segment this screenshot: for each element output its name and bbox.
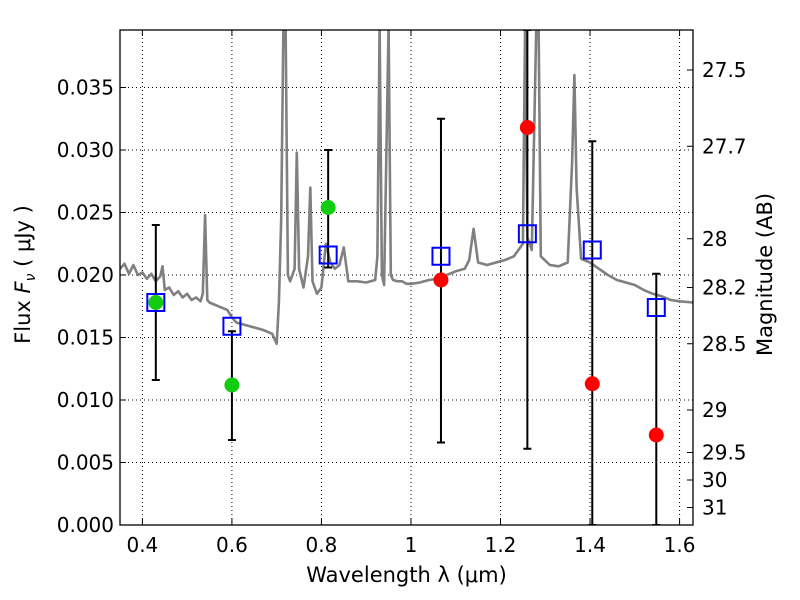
axes-frame <box>119 29 694 526</box>
square-marker <box>318 245 338 265</box>
y2-tick-label: 27.7 <box>702 134 747 158</box>
y-tick-label: 0.000 <box>57 513 114 537</box>
error-bar <box>652 272 661 525</box>
x-tick-label: 1.4 <box>574 533 606 557</box>
circle-marker <box>648 427 664 443</box>
circle-marker <box>519 120 535 135</box>
x-tick-label: 0.4 <box>126 533 158 557</box>
circle-marker <box>148 295 164 310</box>
y-tick-label: 0.010 <box>57 388 114 412</box>
y-tick-label: 0.025 <box>57 201 114 225</box>
spectrum-line <box>120 30 693 346</box>
y-axis-label-symbol: F <box>11 281 35 294</box>
y2-tick-label: 28.2 <box>702 276 747 300</box>
y2-tick-label: 31 <box>702 496 727 520</box>
y-tick-label: 0.030 <box>57 138 114 162</box>
circle-marker <box>584 376 600 392</box>
x-tick-label: 1 <box>405 533 418 557</box>
y-tick-label: 0.005 <box>57 451 114 475</box>
y-axis-label-subscript: ν <box>23 273 39 281</box>
ticks: 0.4 0.6 0.8 1 1.2 1.4 1.6 0.000 0.005 0.010 0.015 0… <box>57 30 747 557</box>
plot-frame <box>119 29 694 526</box>
x-tick-label: 1.2 <box>485 533 517 557</box>
y2-tick-label: 29.5 <box>702 441 747 465</box>
grid <box>120 30 693 526</box>
y-tick-label: 0.015 <box>57 326 114 350</box>
y-tick-label: 0.020 <box>57 263 114 287</box>
y2-tick-label: 30 <box>702 468 727 492</box>
y2-tick-label: 28.5 <box>702 332 747 356</box>
square-marker <box>146 293 166 312</box>
square-marker <box>431 246 451 266</box>
y-axis-label: Flux Fν ( μJy ) <box>11 205 39 344</box>
y-axis-label-unit: ( μJy ) <box>11 205 35 273</box>
square-marker <box>646 298 666 317</box>
x-tick-label: 0.6 <box>216 533 248 557</box>
y2-tick-label: 28 <box>702 227 727 251</box>
square-marker <box>582 240 602 260</box>
x-tick-label: 1.6 <box>664 533 696 557</box>
secondary-y-axis-label: Magnitude (AB) <box>753 193 777 356</box>
y-tick-label: 0.035 <box>57 76 114 100</box>
square-marker <box>222 316 242 336</box>
plot-area <box>120 30 693 525</box>
y2-tick-label: 27.5 <box>702 58 747 82</box>
square-marker <box>517 224 537 244</box>
error-bar <box>588 140 597 525</box>
circle-marker <box>433 272 449 288</box>
x-tick-label: 0.8 <box>306 533 338 557</box>
x-axis-label: Wavelength λ (μm) <box>306 563 507 587</box>
error-bar <box>523 30 532 450</box>
circle-marker <box>224 377 240 393</box>
y-axis-label-lead: Flux <box>11 294 35 344</box>
circle-marker <box>320 200 336 215</box>
y2-tick-label: 29 <box>702 398 727 422</box>
